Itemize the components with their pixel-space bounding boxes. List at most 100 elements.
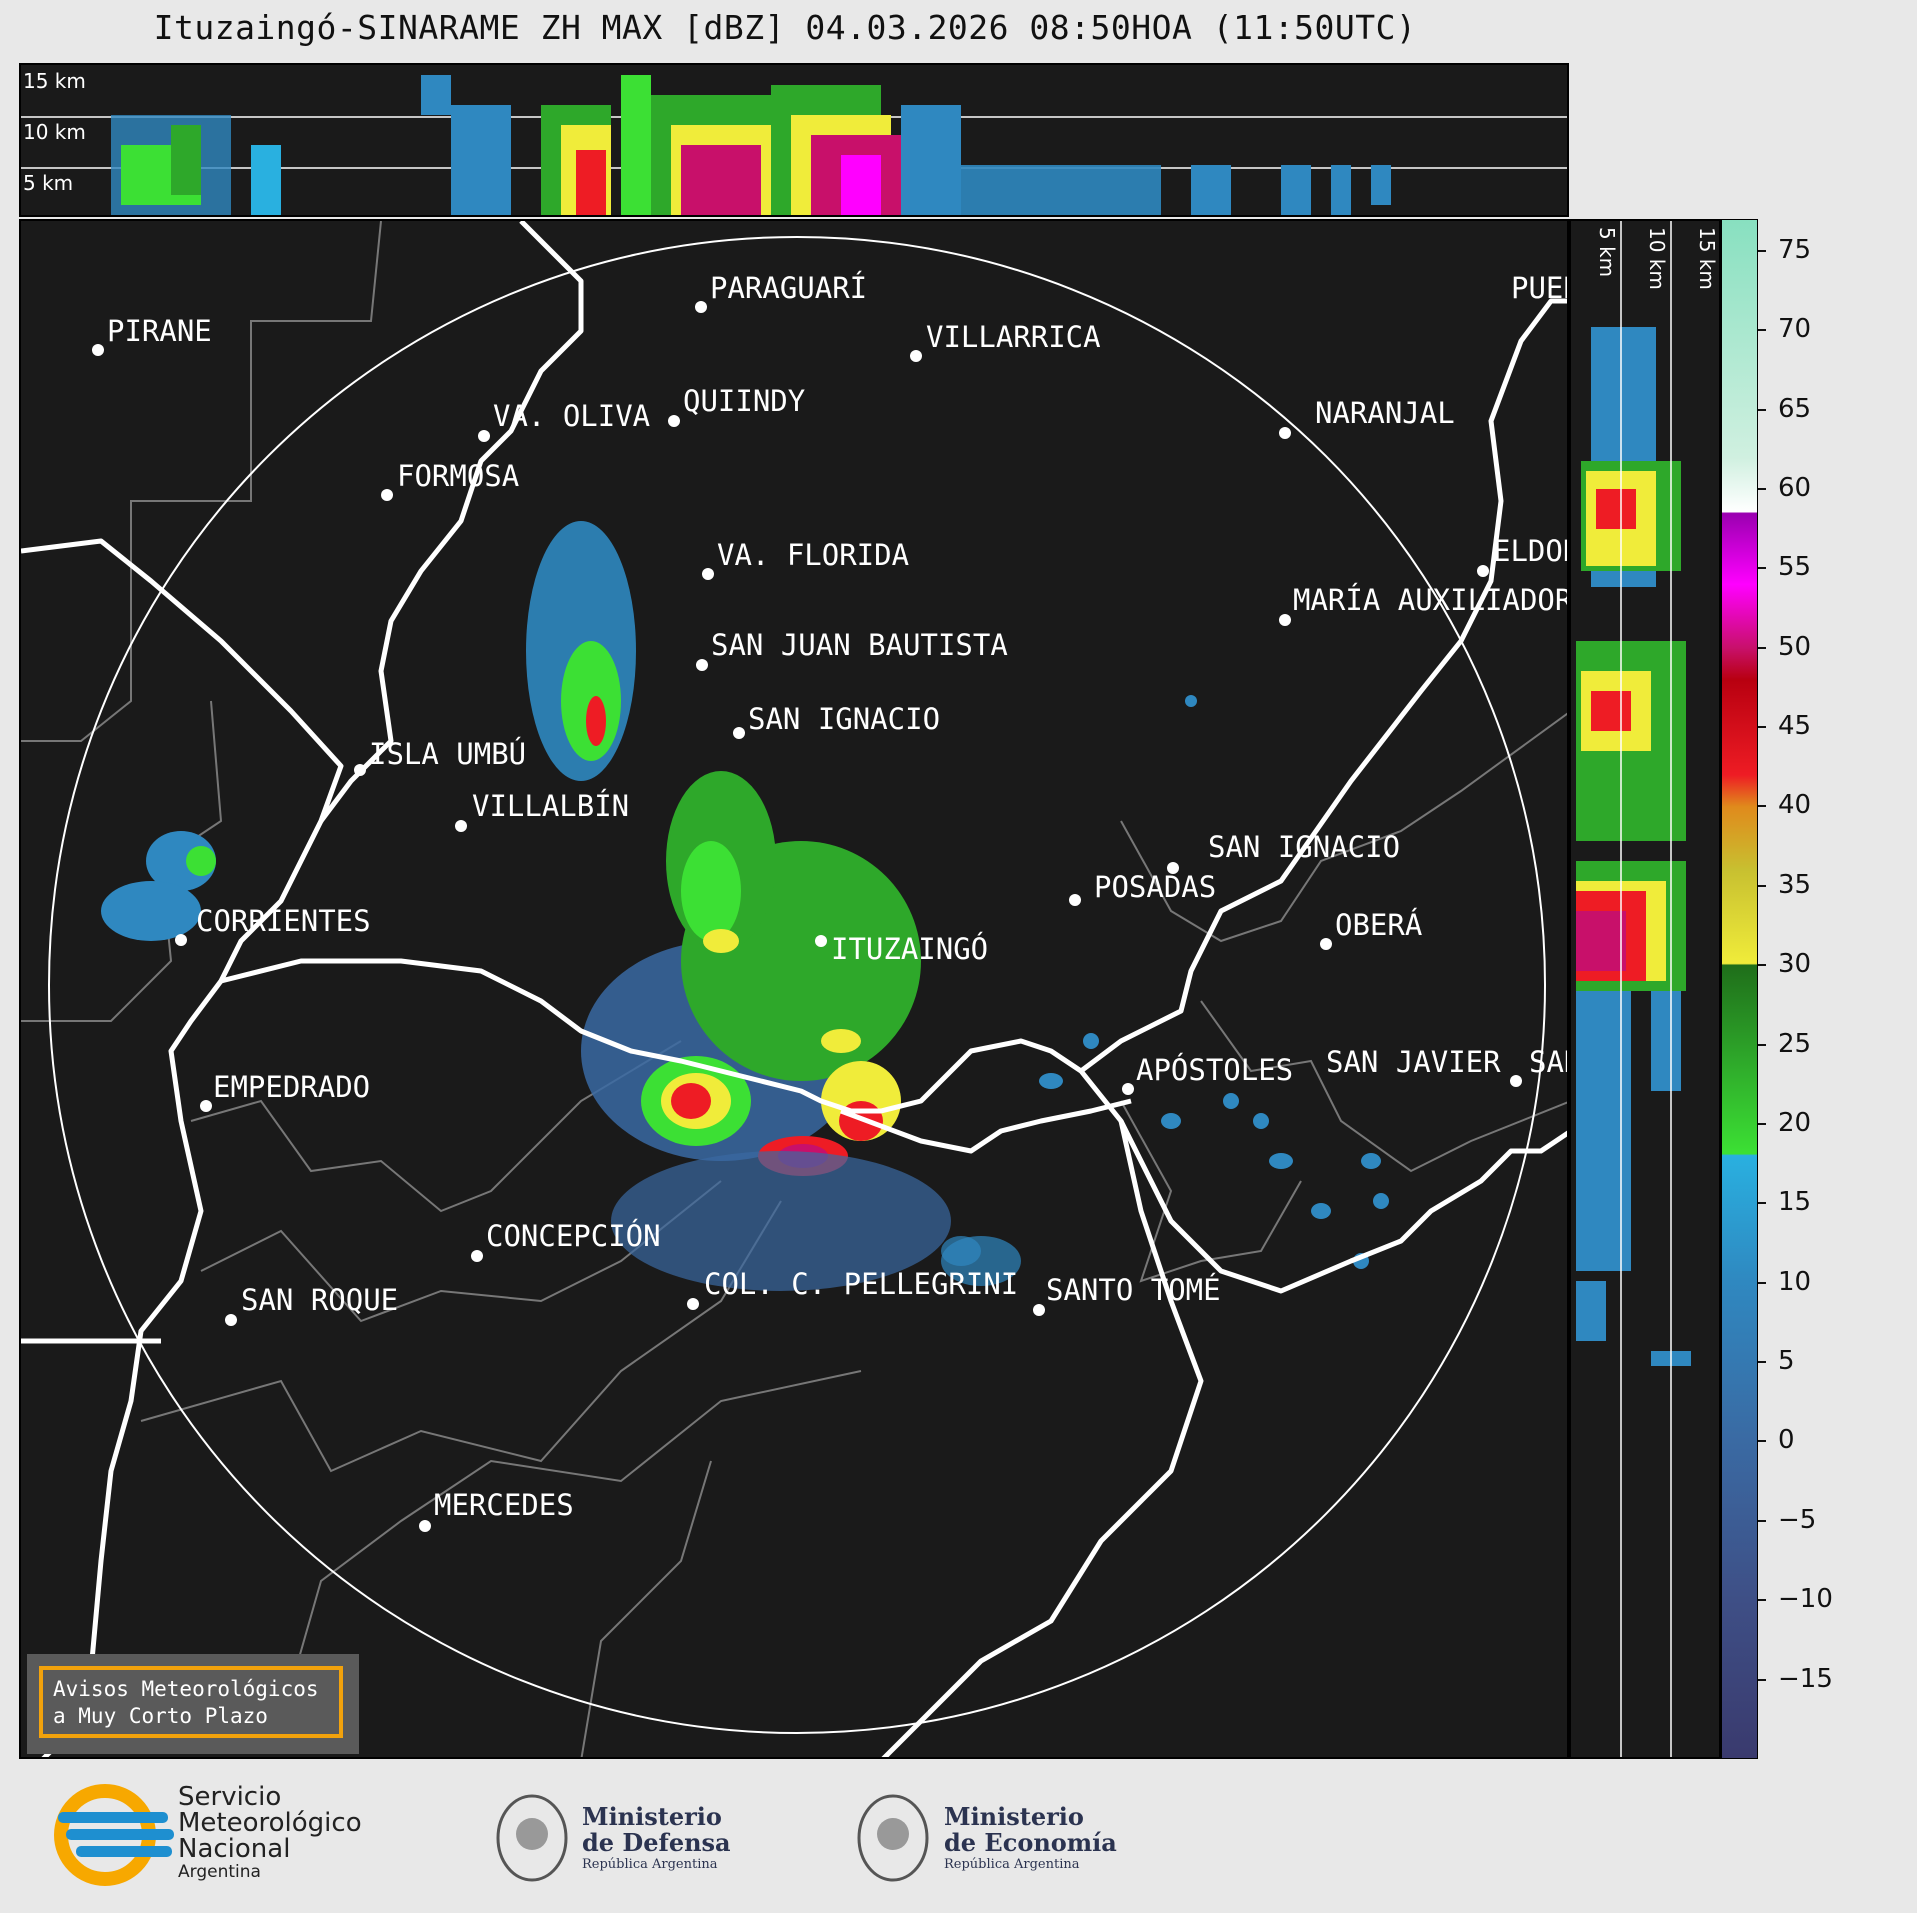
city-label-santo-tome: SANTO TOMÉ bbox=[1046, 1273, 1221, 1307]
side-km-label-10: 10 km bbox=[1645, 227, 1669, 290]
top-cross-section-panel: 15 km 10 km 5 km bbox=[19, 63, 1569, 217]
city-label-san-roque: SAN ROQUE bbox=[241, 1283, 398, 1317]
city-label-villalbin: VILLALBÍN bbox=[472, 789, 629, 823]
city-label-empedrado: EMPEDRADO bbox=[213, 1070, 370, 1104]
city-label-pirane: PIRANE bbox=[107, 314, 212, 348]
city-labels: PIRANE PARAGUARÍ VILLARRICA PUERTO QUIIN… bbox=[107, 271, 1569, 1522]
city-label-formosa: FORMOSA bbox=[397, 459, 519, 493]
city-markers bbox=[92, 301, 1522, 1532]
city-label-san-ignacio-py: SAN IGNACIO bbox=[748, 702, 940, 736]
colorbar-tick-mark bbox=[1758, 1678, 1766, 1681]
city-label-maria-auxiliadora: MARÍA AUXILIADORA bbox=[1293, 583, 1569, 617]
colorbar-tick-mark bbox=[1758, 805, 1766, 808]
side-cross-section-svg bbox=[1576, 221, 1691, 1757]
smn-logo-icon bbox=[54, 1784, 174, 1886]
colorbar-tick-label: 75 bbox=[1778, 234, 1812, 265]
defensa-line-1: Ministerio bbox=[582, 1802, 722, 1831]
city-label-va-florida: VA. FLORIDA bbox=[717, 538, 909, 572]
colorbar-tick-label: 70 bbox=[1778, 314, 1812, 345]
colorbar-tick-label: 15 bbox=[1778, 1187, 1812, 1218]
city-label-san-ignacio-ar: SAN IGNACIO bbox=[1208, 830, 1400, 864]
colorbar-tick-mark bbox=[1758, 964, 1766, 967]
top-cross-section-svg bbox=[21, 75, 1567, 215]
city-label-san-javier: SAN JAVIER bbox=[1326, 1045, 1501, 1079]
colorbar-tick-label: 50 bbox=[1778, 631, 1812, 662]
city-label-san-juan-bautista: SAN JUAN BAUTISTA bbox=[711, 628, 1008, 662]
radar-echoes bbox=[101, 521, 1389, 1291]
city-label-col-pellegrini: COL. C. PELLEGRINI bbox=[704, 1267, 1018, 1301]
city-label-va-oliva: VA. OLIVA bbox=[493, 399, 650, 433]
colorbar-tick-mark bbox=[1758, 1281, 1766, 1284]
defensa-line-3: República Argentina bbox=[582, 1857, 718, 1872]
colorbar-tick-label: 0 bbox=[1778, 1425, 1795, 1456]
colorbar-tick-mark bbox=[1758, 1122, 1766, 1125]
city-label-naranjal: NARANJAL bbox=[1315, 396, 1455, 430]
colorbar-tick-mark bbox=[1758, 249, 1766, 252]
footer-logos-svg bbox=[54, 1784, 929, 1886]
top-echoes bbox=[111, 75, 1391, 215]
colorbar-tick-mark bbox=[1758, 1202, 1766, 1205]
colorbar-tick-label: 25 bbox=[1778, 1028, 1812, 1059]
city-label-obera: OBERÁ bbox=[1335, 908, 1422, 942]
economia-line-2: de Economía bbox=[944, 1828, 1117, 1857]
warnings-badge: Avisos Meteorológicos a Muy Corto Plazo bbox=[27, 1654, 359, 1754]
colorbar-tick-label: −5 bbox=[1778, 1504, 1817, 1535]
rivers-borders bbox=[21, 221, 1567, 1757]
colorbar-tick-mark bbox=[1758, 726, 1766, 729]
top-km-label-10: 10 km bbox=[23, 120, 86, 144]
colorbar-tick-mark bbox=[1758, 646, 1766, 649]
colorbar-tick-mark bbox=[1758, 1361, 1766, 1364]
economia-line-3: República Argentina bbox=[944, 1857, 1080, 1872]
side-cross-section-panel: 5 km 10 km 15 km bbox=[1569, 219, 1721, 1759]
smn-line-3: Nacional bbox=[178, 1834, 291, 1864]
colorbar-tick-mark bbox=[1758, 487, 1766, 490]
defensa-line-2: de Defensa bbox=[582, 1828, 731, 1857]
colorbar-tick-mark bbox=[1758, 884, 1766, 887]
city-label-posadas: POSADAS bbox=[1094, 870, 1216, 904]
colorbar-tick-label: 65 bbox=[1778, 393, 1812, 424]
colorbar-tick-mark bbox=[1758, 408, 1766, 411]
economia-line-1: Ministerio bbox=[944, 1802, 1084, 1831]
smn-line-1: Servicio bbox=[178, 1782, 282, 1812]
radar-map-svg: PIRANE PARAGUARÍ VILLARRICA PUERTO QUIIN… bbox=[21, 221, 1569, 1757]
range-ring bbox=[48, 236, 1546, 1734]
colorbar-tick-label: −10 bbox=[1778, 1584, 1833, 1615]
colorbar-tick-mark bbox=[1758, 1599, 1766, 1602]
city-label-isla-umbu: ISLA UMBÚ bbox=[369, 737, 526, 771]
colorbar-tick-label: 5 bbox=[1778, 1346, 1795, 1377]
economia-emblem-icon bbox=[857, 1794, 929, 1882]
top-km-label-15: 15 km bbox=[23, 69, 86, 93]
defensa-emblem-icon bbox=[496, 1794, 568, 1882]
city-label-paraguari: PARAGUARÍ bbox=[710, 271, 867, 305]
top-km-label-5: 5 km bbox=[23, 171, 74, 195]
smn-line-4: Argentina bbox=[178, 1862, 261, 1882]
city-label-ituzaingo: ITUZAINGÓ bbox=[831, 932, 988, 966]
city-label-corrientes: CORRIENTES bbox=[196, 904, 371, 938]
colorbar-tick-label: 60 bbox=[1778, 472, 1812, 503]
colorbar-tick-label: 55 bbox=[1778, 552, 1812, 583]
side-km-label-15: 15 km bbox=[1695, 227, 1719, 290]
footer-logos: Servicio Meteorológico Nacional Argentin… bbox=[0, 1760, 1917, 1909]
side-km-label-5: 5 km bbox=[1595, 227, 1619, 278]
badge-line-1: Avisos Meteorológicos bbox=[53, 1677, 319, 1701]
smn-line-2: Meteorológico bbox=[178, 1808, 362, 1838]
city-label-eldorado: ELDORADO bbox=[1493, 534, 1569, 568]
colorbar-tick-mark bbox=[1758, 567, 1766, 570]
colorbar-tick-mark bbox=[1758, 1440, 1766, 1443]
colorbar-tick-label: 30 bbox=[1778, 949, 1812, 980]
colorbar-tick-label: 40 bbox=[1778, 790, 1812, 821]
city-label-puerto: PUERTO bbox=[1511, 271, 1569, 305]
badge-line-2: a Muy Corto Plazo bbox=[53, 1704, 268, 1728]
colorbar-tick-label: 20 bbox=[1778, 1107, 1812, 1138]
city-label-quiindy: QUIINDY bbox=[683, 384, 805, 418]
city-label-mercedes: MERCEDES bbox=[434, 1488, 574, 1522]
colorbar-tick-label: 45 bbox=[1778, 711, 1812, 742]
colorbar-tick-label: 35 bbox=[1778, 869, 1812, 900]
city-label-san: SAN bbox=[1529, 1045, 1569, 1079]
colorbar bbox=[1721, 219, 1758, 1759]
colorbar-tick-mark bbox=[1758, 329, 1766, 332]
city-label-concepcion: CONCEPCIÓN bbox=[486, 1219, 661, 1253]
city-label-villarrica: VILLARRICA bbox=[926, 320, 1101, 354]
city-label-apostoles: APÓSTOLES bbox=[1136, 1053, 1293, 1087]
colorbar-tick-label: −15 bbox=[1778, 1663, 1833, 1694]
